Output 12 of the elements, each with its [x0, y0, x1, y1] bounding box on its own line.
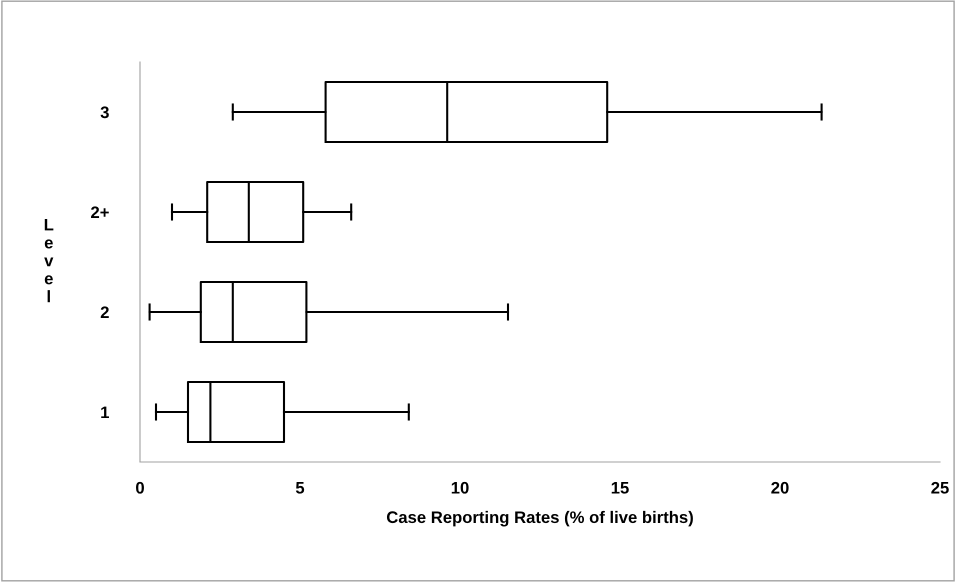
- x-tick-label: 25: [931, 482, 949, 494]
- y-tick-label: 3: [100, 106, 109, 118]
- y-tick-label: 2: [100, 306, 109, 318]
- x-tick-label: 15: [612, 482, 629, 494]
- x-tick-label: 0: [136, 482, 144, 494]
- x-tick-label: 5: [296, 482, 304, 494]
- y-tick-label: 2+: [91, 206, 109, 218]
- y-axis-title: Level: [44, 218, 54, 302]
- x-tick-label: 10: [452, 482, 469, 494]
- y-tick-label: 1: [101, 406, 109, 418]
- x-tick-label: 20: [771, 482, 789, 494]
- x-axis-title: Case Reporting Rates (% of live births): [386, 510, 693, 526]
